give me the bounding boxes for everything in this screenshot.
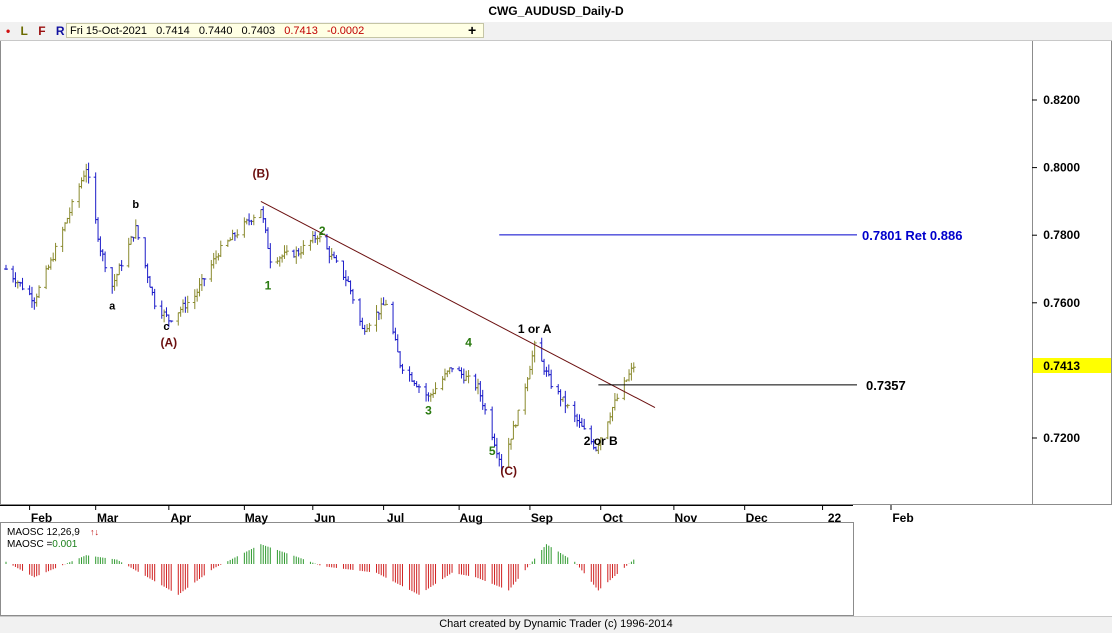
wave-label: c <box>163 321 169 333</box>
chart-lines: 0.7801 Ret 0.886 0.7357 <box>260 200 962 409</box>
wave-label: 2 or B <box>584 434 618 448</box>
time-tick-label: Feb <box>892 511 913 525</box>
quote-date: Fri 15-Oct-2021 <box>70 25 148 37</box>
current-price-marker <box>1033 358 1111 374</box>
wave-label: 1 or A <box>518 322 552 336</box>
footer-credit: Chart created by Dynamic Trader (c) 1996… <box>0 616 1112 633</box>
oscillator-value-label: MAOSC = <box>7 539 52 550</box>
quote-low: 0.7403 <box>241 25 276 37</box>
time-tick-label: Jul <box>387 511 404 525</box>
oscillator-up-icon: ↑↓ <box>90 527 99 537</box>
time-tick-label: Apr <box>171 511 192 525</box>
oscillator-name: MAOSC 12,26,9 <box>7 527 80 538</box>
wave-label: 5 <box>489 444 496 458</box>
tool-r-button[interactable]: R <box>55 24 65 38</box>
oscillator-histogram <box>5 544 635 595</box>
oscillator-legend: MAOSC 12,26,9 ↑↓ MAOSC =0.001 <box>7 527 99 550</box>
wave-labels: (B) b a c (A) 1 2 3 4 5 (C) 1 or A 2 or B <box>109 167 618 478</box>
time-tick-label: 22 <box>828 511 842 525</box>
chart-title: CWG_AUDUSD_Daily-D <box>0 0 1112 23</box>
price-tick-label: 0.8000 <box>1043 161 1080 175</box>
price-bars <box>4 162 636 472</box>
indicator-dot-icon[interactable]: • <box>6 24 11 38</box>
wave-label: 1 <box>265 278 272 292</box>
time-tick-label: Mar <box>97 511 119 525</box>
wave-label: b <box>132 199 139 211</box>
time-tick-label: Aug <box>459 511 482 525</box>
oscillator-value: 0.001 <box>52 539 77 550</box>
quote-change: -0.0002 <box>326 25 365 37</box>
time-tick-label: Feb <box>31 511 52 525</box>
add-plus-icon[interactable]: + <box>468 22 477 38</box>
wave-label: (A) <box>161 336 178 350</box>
price-panel-frame <box>0 40 1033 505</box>
wave-label: 2 <box>319 224 326 238</box>
quote-high: 0.7440 <box>198 25 233 37</box>
current-price-label: 0.7413 <box>1043 359 1080 373</box>
time-tick-label: Jun <box>314 511 335 525</box>
wave-label: 3 <box>425 403 432 417</box>
oscillator-panel-frame <box>0 522 854 616</box>
tool-f-button[interactable]: F <box>38 24 46 38</box>
toolbar: • L F R <box>6 23 72 39</box>
oscillator-value-row: MAOSC =0.001 <box>7 539 78 550</box>
wave-label: (B) <box>253 167 270 181</box>
quote-close: 0.7413 <box>284 25 318 37</box>
info-bar: • L F R Fri 15-Oct-2021 0.7414 0.7440 0.… <box>0 22 1112 41</box>
time-tick-label: Dec <box>746 511 768 525</box>
quote-box: Fri 15-Oct-2021 0.7414 0.7440 0.7403 0.7… <box>66 23 484 38</box>
downtrend-line <box>260 200 656 409</box>
retracement-level-label: 0.7801 Ret 0.886 <box>862 228 962 243</box>
wave-label: a <box>109 301 116 313</box>
time-axis: Feb Mar Apr May Jun Jul Aug Sep Oct Nov Dec 22 Feb <box>29 505 914 525</box>
support-level-label: 0.7357 <box>866 378 906 393</box>
wave-label: (C) <box>500 464 517 478</box>
quote-open: 0.7414 <box>156 25 190 37</box>
time-tick-label: Nov <box>675 511 698 525</box>
price-axis: 0.8200 0.8000 0.7800 0.7600 0.7200 0.7413 <box>1032 93 1111 445</box>
time-tick-label: Sep <box>531 511 553 525</box>
tool-l-button[interactable]: L <box>20 24 28 38</box>
time-tick-label: May <box>245 511 269 525</box>
price-tick-label: 0.7600 <box>1043 296 1080 310</box>
price-tick-label: 0.8200 <box>1043 93 1080 107</box>
price-tick-label: 0.7200 <box>1043 431 1080 445</box>
price-tick-label: 0.7800 <box>1043 228 1080 242</box>
time-tick-label: Oct <box>603 511 623 525</box>
wave-label: 4 <box>465 336 472 350</box>
